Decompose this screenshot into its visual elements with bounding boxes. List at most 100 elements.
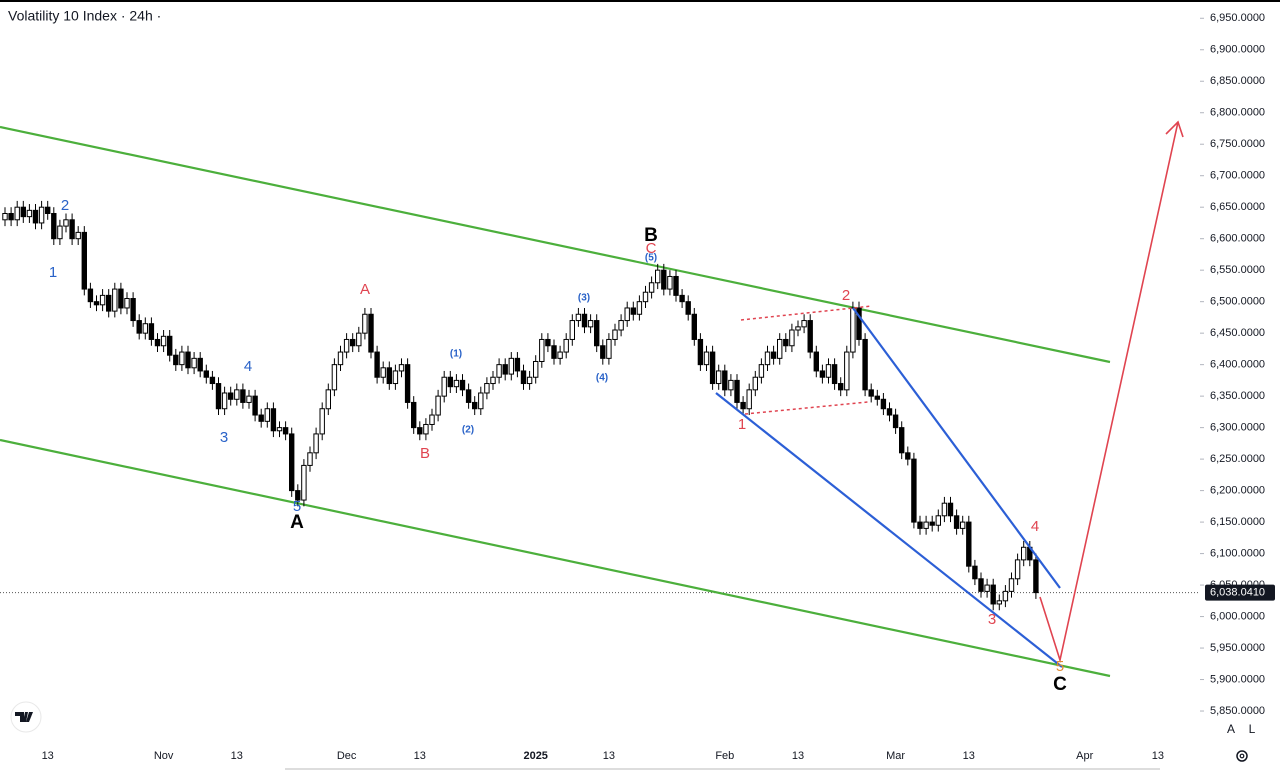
y-tick-label: 5,850.0000 (1210, 705, 1265, 717)
y-tick-label: 6,950.0000 (1210, 12, 1265, 24)
settings-icon[interactable] (1236, 750, 1248, 762)
wave-label: 2 (842, 287, 850, 304)
top-border (0, 0, 1280, 2)
candle-body (368, 313, 374, 353)
candle-body (758, 364, 765, 378)
candle-body (453, 379, 460, 388)
candle-body (722, 370, 728, 391)
candle-body (14, 206, 20, 221)
candle-body (1014, 559, 1021, 580)
candle-body (325, 389, 332, 410)
candle-body (642, 291, 649, 303)
y-tick-label: 6,600.0000 (1210, 233, 1265, 245)
wave-label: 1 (49, 264, 57, 281)
candle-body (301, 464, 307, 501)
y-tick-label: 6,300.0000 (1210, 422, 1265, 434)
arrow-head (1165, 120, 1184, 138)
candle-body (917, 521, 923, 529)
candle-body (502, 364, 508, 375)
candle-body (215, 383, 222, 410)
candle-body (240, 389, 246, 403)
candle-body (679, 294, 685, 303)
candle-body (130, 298, 136, 322)
logo[interactable] (10, 701, 42, 733)
channel-upper (0, 125, 1111, 364)
candle-body (941, 502, 948, 517)
candle-body (142, 323, 149, 334)
y-tick-label: 6,650.0000 (1210, 201, 1265, 213)
candle-body (911, 458, 917, 523)
candle-body (295, 490, 301, 501)
candle-body (831, 364, 838, 385)
flag-lower (744, 401, 869, 415)
y-tick-label: 6,450.0000 (1210, 327, 1265, 339)
candle-body (819, 370, 826, 378)
candle-body (868, 389, 874, 397)
candle-body (618, 320, 624, 331)
candle-body (319, 408, 325, 435)
candle-body (685, 301, 691, 315)
x-tick-label: 13 (603, 750, 615, 762)
candle-body (429, 414, 435, 425)
candle-body (728, 379, 734, 391)
projection-arrow (1039, 121, 1179, 664)
candle-body (307, 452, 313, 466)
y-tick-label: 5,900.0000 (1210, 673, 1265, 685)
x-tick-label: Mar (886, 750, 905, 762)
scale-button[interactable]: L (1249, 722, 1256, 736)
y-tick-label: 6,550.0000 (1210, 264, 1265, 276)
candle-body (630, 307, 636, 315)
candle-body (655, 269, 661, 284)
candle-body (953, 515, 960, 529)
candle-body (350, 338, 356, 347)
x-tick-label: 13 (963, 750, 975, 762)
candle-body (874, 395, 880, 400)
candle-body (740, 401, 746, 410)
candle-body (331, 364, 338, 391)
candle-body (899, 427, 905, 454)
y-tick-label: 6,850.0000 (1210, 75, 1265, 87)
wave-label: 3 (988, 611, 996, 628)
x-tick-label: 13 (414, 750, 426, 762)
candle-body (673, 275, 679, 296)
candle-body (8, 212, 14, 221)
candle-body (746, 389, 752, 410)
candle-body (789, 329, 795, 347)
y-tick-label: 6,400.0000 (1210, 359, 1265, 371)
candle-body (691, 313, 697, 340)
y-tick-label: 6,750.0000 (1210, 138, 1265, 150)
candle-body (795, 326, 801, 331)
candle-body (398, 364, 405, 372)
candle-body (404, 364, 411, 403)
candle-body (935, 515, 941, 526)
candle-body (45, 206, 51, 214)
candle-body (380, 367, 386, 378)
wave-label: (1) (450, 349, 462, 360)
candle-body (252, 395, 258, 416)
candle-body (124, 298, 130, 309)
candle-body (844, 351, 850, 391)
candle-body (777, 338, 783, 359)
candle-body (81, 231, 87, 290)
candle-body (752, 376, 758, 391)
candle-body (575, 313, 582, 322)
candle-body (508, 357, 515, 375)
channel-lower (0, 438, 1111, 678)
x-tick-label: Feb (715, 750, 734, 762)
candle-body (417, 427, 423, 435)
candle-body (978, 578, 984, 592)
candle-body (411, 401, 417, 429)
candle-body (594, 320, 600, 347)
candle-body (343, 338, 350, 353)
candle-body (38, 206, 45, 224)
candle-body (734, 379, 740, 403)
candle-body (966, 521, 972, 567)
candle-body (716, 370, 722, 385)
scale-button[interactable]: A (1227, 722, 1235, 736)
candle-body (270, 408, 277, 432)
candle-body (1002, 590, 1009, 602)
candle-body (87, 288, 94, 303)
candle-body (118, 288, 124, 309)
candle-body (581, 313, 588, 328)
candle-body (228, 392, 234, 400)
